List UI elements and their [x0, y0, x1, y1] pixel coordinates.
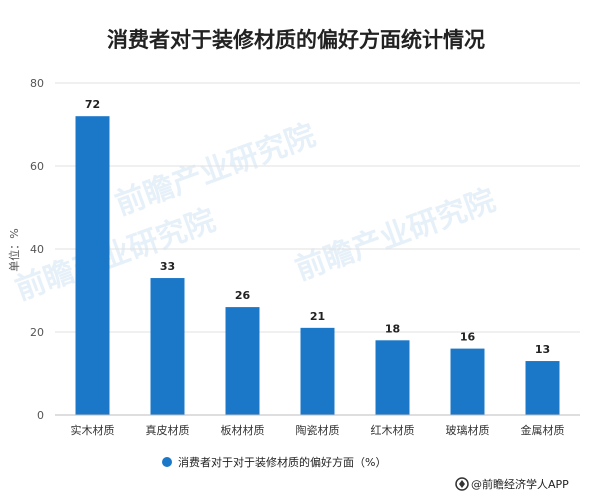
y-tick-label: 0: [37, 409, 44, 422]
gridlines: [55, 82, 580, 333]
legend-label: 消费者对于对于装修材质的偏好方面（%）: [178, 455, 386, 469]
y-tick-label: 20: [30, 326, 44, 339]
bar: [225, 307, 260, 415]
bar: [150, 278, 185, 415]
y-axis-label: 单位：%: [7, 228, 21, 271]
x-tick-label: 真皮材质: [146, 423, 190, 437]
y-tick-label: 80: [30, 77, 44, 90]
brand-logo-icon: [455, 477, 469, 491]
data-label: 72: [85, 98, 100, 111]
bar: [300, 327, 335, 415]
data-label: 18: [385, 322, 400, 335]
legend-swatch: [162, 457, 172, 467]
data-label: 13: [535, 343, 550, 356]
watermark-text: 前瞻产业研究院: [291, 183, 500, 288]
y-tick-label: 40: [30, 243, 44, 256]
x-axis-ticks: 实木材质 真皮材质 板材材质 陶瓷材质 红木材质 玻璃材质 金属材质: [71, 423, 565, 437]
data-label: 21: [310, 310, 325, 323]
chart-title: 消费者对于装修材质的偏好方面统计情况: [107, 28, 485, 52]
y-tick-label: 60: [30, 160, 44, 173]
watermark-text: 前瞻产业研究院: [111, 118, 320, 223]
x-tick-label: 实木材质: [71, 423, 115, 437]
x-tick-label: 红木材质: [371, 423, 415, 437]
y-axis-ticks: 0 20 40 60 80: [30, 77, 44, 422]
x-tick-label: 金属材质: [521, 423, 565, 437]
data-label: 26: [235, 289, 251, 302]
x-tick-label: 陶瓷材质: [296, 423, 340, 437]
x-tick-label: 板材材质: [221, 423, 265, 437]
data-label: 33: [160, 260, 175, 273]
bar: [75, 116, 110, 415]
bars: [75, 116, 560, 415]
bar: [450, 348, 485, 415]
bar: [525, 361, 560, 415]
bar: [375, 340, 410, 415]
credit: @前瞻经济学人APP: [455, 477, 569, 491]
data-label: 16: [460, 331, 476, 344]
legend: 消费者对于对于装修材质的偏好方面（%）: [162, 455, 386, 469]
x-tick-label: 玻璃材质: [446, 423, 490, 437]
data-labels: 72 33 26 21 18 16 13: [85, 98, 550, 356]
credit-text: @前瞻经济学人APP: [471, 477, 569, 491]
